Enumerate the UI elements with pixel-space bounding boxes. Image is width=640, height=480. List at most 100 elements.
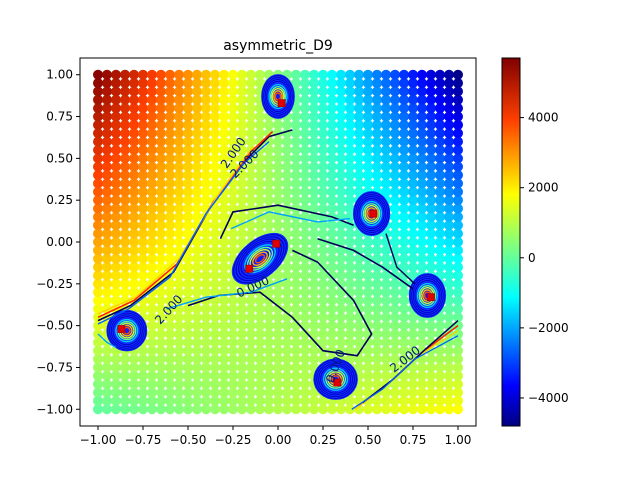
hex-cell <box>120 253 130 264</box>
hex-cell <box>453 245 463 256</box>
hex-cell <box>282 270 292 281</box>
hex-cell <box>147 362 157 373</box>
hex-cell <box>120 245 130 256</box>
hex-cell <box>399 128 409 139</box>
hex-cell <box>345 153 355 164</box>
hex-cell <box>282 320 292 331</box>
hex-cell <box>282 370 292 381</box>
hex-cell <box>426 86 436 97</box>
hex-cell <box>219 404 229 415</box>
colorbar <box>501 57 521 427</box>
hex-cell <box>111 94 121 105</box>
hex-cell <box>399 136 409 147</box>
hex-cell <box>273 354 283 365</box>
hex-cell <box>111 161 121 172</box>
hex-cell <box>417 128 427 139</box>
hex-cell <box>228 278 238 289</box>
hex-cell <box>453 220 463 231</box>
hex-cell <box>102 262 112 273</box>
hex-cell <box>336 337 346 348</box>
hex-cell <box>399 86 409 97</box>
hex-cell <box>390 111 400 122</box>
hex-cell <box>138 253 148 264</box>
hex-cell <box>300 253 310 264</box>
hex-cell <box>210 354 220 365</box>
hex-cell <box>183 211 193 222</box>
hex-cell <box>102 170 112 181</box>
hex-cell <box>192 337 202 348</box>
hex-cell <box>156 337 166 348</box>
hex-cell <box>183 345 193 356</box>
hex-cell <box>156 387 166 398</box>
hex-cell <box>345 136 355 147</box>
hex-cell <box>327 195 337 206</box>
hex-cell <box>246 103 256 114</box>
hex-cell <box>165 86 175 97</box>
hex-cell <box>228 320 238 331</box>
hex-cell <box>174 287 184 298</box>
hex-cell <box>255 404 265 415</box>
hex-cell <box>363 178 373 189</box>
hex-cell <box>426 170 436 181</box>
hex-cell <box>93 78 103 89</box>
hex-cell <box>363 312 373 323</box>
hex-cell <box>129 253 139 264</box>
hex-cell <box>129 145 139 155</box>
hex-cell <box>246 78 256 89</box>
hex-cell <box>210 337 220 348</box>
hex-cell <box>435 161 445 172</box>
hex-cell <box>156 78 166 89</box>
hex-cell <box>102 278 112 289</box>
hex-cell <box>309 354 319 365</box>
hex-cell <box>192 69 202 80</box>
hex-cell <box>210 329 220 339</box>
hex-cell <box>435 211 445 222</box>
hex-cell <box>138 69 148 80</box>
hex-cell <box>345 170 355 181</box>
hex-cell <box>309 178 319 189</box>
hex-cell <box>381 145 391 155</box>
hex-cell <box>300 345 310 356</box>
hex-cell <box>102 69 112 80</box>
hex-cell <box>390 295 400 306</box>
hex-cell <box>300 370 310 381</box>
y-axis: −1.00 −0.75 −0.50 −0.25 0.00 0.25 0.50 0.75 1.00 <box>36 68 80 416</box>
hex-cell <box>237 312 247 323</box>
hex-cell <box>417 111 427 122</box>
hex-cell <box>255 161 265 172</box>
hex-cell <box>93 86 103 97</box>
hex-cell <box>165 211 175 222</box>
hex-cell <box>354 178 364 189</box>
hex-cell <box>354 170 364 181</box>
hex-cell <box>219 220 229 231</box>
hex-cell <box>390 329 400 339</box>
hex-cell <box>219 145 229 155</box>
hex-cell <box>354 253 364 264</box>
hex-cell <box>111 228 121 239</box>
hex-cell <box>246 337 256 348</box>
hex-cell <box>273 287 283 298</box>
hex-cell <box>156 186 166 197</box>
hex-cell <box>183 170 193 181</box>
hex-cell <box>219 312 229 323</box>
hex-cell <box>183 228 193 239</box>
hex-cell <box>183 387 193 398</box>
hex-cell <box>345 103 355 114</box>
hex-cell <box>435 86 445 97</box>
hex-cell <box>228 237 238 247</box>
hex-cell <box>354 278 364 289</box>
hex-cell <box>237 295 247 306</box>
hex-cell <box>282 136 292 147</box>
hex-cell <box>93 195 103 206</box>
hex-cell <box>399 253 409 264</box>
hex-cell <box>453 228 463 239</box>
hex-cell <box>102 145 112 155</box>
hex-cell <box>399 337 409 348</box>
hex-cell <box>426 337 436 348</box>
hex-cell <box>453 78 463 89</box>
chart-title: asymmetric_D9 <box>223 38 333 54</box>
hex-cell <box>300 111 310 122</box>
hex-cell <box>93 354 103 365</box>
hex-cell <box>192 370 202 381</box>
hex-cell <box>363 145 373 155</box>
